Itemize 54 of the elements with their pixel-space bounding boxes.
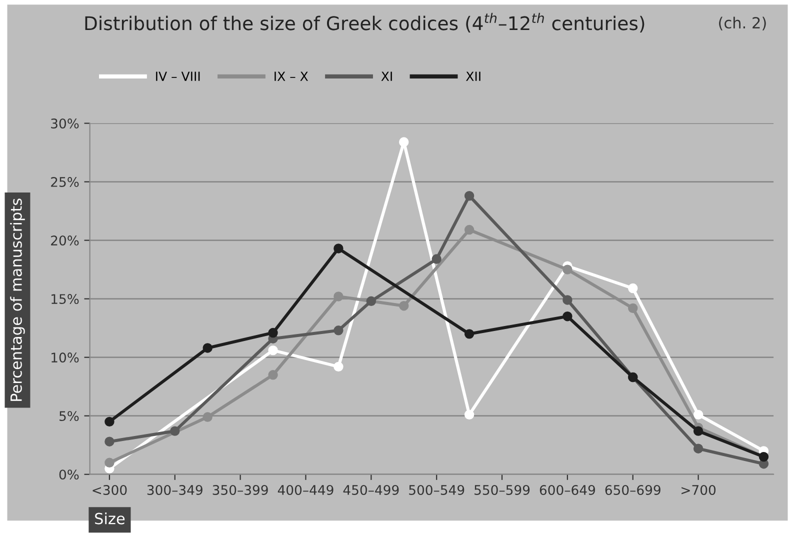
x-tick-label: 600–649 bbox=[540, 485, 595, 495]
point bbox=[104, 458, 114, 468]
x-tick-label: 450–499 bbox=[343, 485, 399, 495]
x-tick-label: 500–549 bbox=[409, 485, 464, 495]
x-tick-label: 350–399 bbox=[212, 485, 268, 495]
point bbox=[628, 283, 638, 294]
point bbox=[399, 300, 409, 311]
y-tick-label: 0% bbox=[59, 470, 79, 480]
legend-label: XII bbox=[466, 72, 480, 81]
point bbox=[334, 362, 344, 372]
point bbox=[562, 312, 572, 322]
point bbox=[464, 329, 474, 339]
point bbox=[334, 326, 344, 336]
point bbox=[693, 426, 704, 436]
point bbox=[268, 370, 278, 380]
point bbox=[268, 328, 278, 338]
x-tick-label: 400–449 bbox=[278, 485, 334, 495]
y-tick-label: 30% bbox=[51, 118, 79, 128]
point bbox=[693, 410, 704, 420]
point bbox=[562, 264, 572, 274]
x-axis-title: Size bbox=[95, 512, 125, 524]
x-tick-label: <300 bbox=[92, 485, 127, 495]
y-tick-label: 15% bbox=[52, 294, 79, 304]
point bbox=[334, 244, 344, 254]
point bbox=[562, 295, 572, 305]
x-tick-label: 650–699 bbox=[605, 485, 660, 495]
point bbox=[104, 436, 114, 446]
legend-label: XI bbox=[381, 72, 392, 81]
point bbox=[104, 416, 114, 427]
y-tick-label: 25% bbox=[51, 177, 79, 187]
point bbox=[170, 426, 180, 436]
text: (ch. 2) bbox=[719, 16, 766, 30]
chart-title: Distribution of the size of Greek codices (4$^{th}$–12$^{th}$ centuries) bbox=[85, 12, 644, 33]
point bbox=[464, 224, 474, 235]
point bbox=[464, 190, 474, 201]
x-tick-label: 550–599 bbox=[474, 485, 530, 495]
point bbox=[628, 303, 638, 314]
y-tick-label: 20% bbox=[51, 236, 79, 246]
y-axis-title: Percentage of manuscripts bbox=[10, 198, 25, 401]
point bbox=[693, 444, 704, 454]
point bbox=[202, 343, 212, 353]
x-tick-label: 300–349 bbox=[147, 485, 202, 495]
point bbox=[366, 296, 376, 306]
y-tick-label: 10% bbox=[52, 352, 79, 363]
legend-label: IV – VIII bbox=[156, 72, 200, 81]
point bbox=[464, 410, 474, 420]
point bbox=[334, 292, 344, 302]
x-tick-label: >700 bbox=[682, 485, 716, 495]
point bbox=[202, 412, 212, 422]
legend-label: IX – X bbox=[274, 72, 308, 81]
y-tick-label: 5% bbox=[60, 411, 79, 422]
point bbox=[268, 345, 278, 356]
point bbox=[399, 137, 409, 147]
point bbox=[432, 254, 442, 264]
